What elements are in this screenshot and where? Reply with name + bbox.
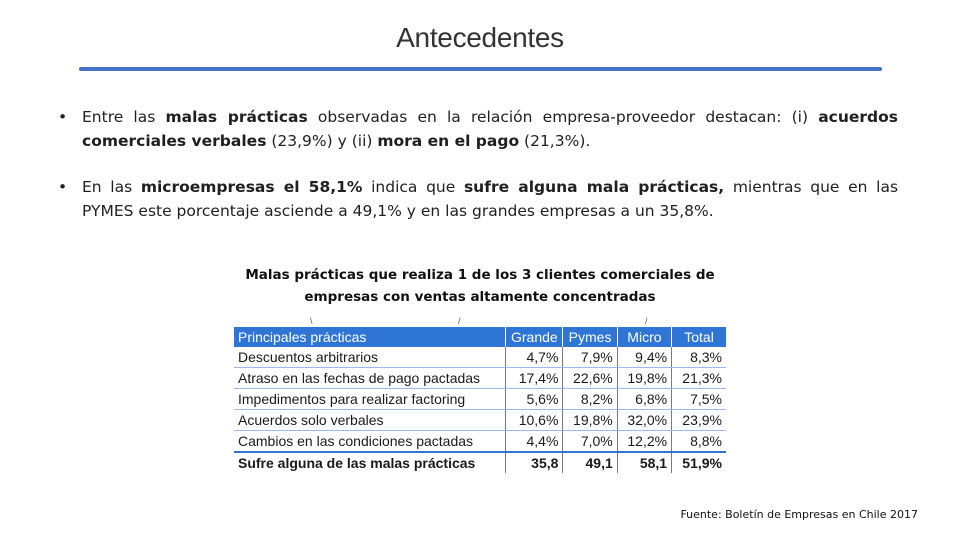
bullet-dot-icon: • — [58, 108, 68, 126]
column-header: Pymes — [562, 327, 618, 347]
table-cell: 5,6% — [505, 388, 564, 410]
bullet-run: observadas en la relación empresa-provee… — [307, 108, 819, 126]
column-header: Grande — [505, 327, 564, 347]
bullet-run: indica que — [362, 178, 464, 196]
bullet-item: • Entre las malas prácticas observadas e… — [58, 105, 898, 153]
row-label: Cambios en las condiciones pactadas — [234, 430, 507, 453]
bullet-run-bold: mora en el pago — [377, 132, 520, 150]
column-header: Principales prácticas — [234, 327, 507, 347]
practices-table: Principales prácticas Grande Pymes Micro… — [234, 327, 726, 473]
table-cell: 19,8% — [562, 409, 618, 431]
table-cell: 49,1 — [562, 451, 618, 473]
bullet-list: • Entre las malas prácticas observadas e… — [58, 105, 898, 245]
table-row: Cambios en las condiciones pactadas 4,4%… — [234, 430, 726, 453]
table-cell: 4,4% — [505, 430, 564, 453]
table-header-row: Principales prácticas Grande Pymes Micro… — [234, 327, 726, 347]
bullet-run-bold: acuerdos comerciales verbales — [82, 108, 898, 150]
table-cell: 32,0% — [617, 409, 673, 431]
table-cell: 8,3% — [671, 347, 726, 368]
table-row: Acuerdos solo verbales 10,6% 19,8% 32,0%… — [234, 409, 726, 431]
table-cell: 23,9% — [671, 409, 726, 431]
table-row: Impedimentos para realizar factoring 5,6… — [234, 388, 726, 410]
table-row: Descuentos arbitrarios 4,7% 7,9% 9,4% 8,… — [234, 347, 726, 368]
bullet-item: • En las microempresas el 58,1% indica q… — [58, 175, 898, 223]
bullet-run-bold: sufre alguna mala prácticas, — [463, 178, 725, 196]
caption-line: Malas prácticas que realiza 1 de los 3 c… — [245, 267, 715, 283]
bullet-run-bold: microempresas el 58,1% — [140, 178, 363, 196]
table-row: Atraso en las fechas de pago pactadas 17… — [234, 367, 726, 389]
source-note: Fuente: Boletín de Empresas en Chile 201… — [680, 508, 918, 521]
table-cell: 19,8% — [617, 367, 673, 389]
table-cell: 51,9% — [671, 451, 726, 473]
table-cell: 35,8 — [505, 451, 564, 473]
bullet-run: Entre las — [82, 108, 166, 126]
column-header: Total — [671, 327, 726, 347]
slide-title: Antecedentes — [396, 22, 564, 53]
table-cell: 10,6% — [505, 409, 564, 431]
table-caption: Malas prácticas que realiza 1 de los 3 c… — [230, 264, 730, 308]
table-cell: 12,2% — [617, 430, 673, 453]
row-label: Atraso en las fechas de pago pactadas — [234, 367, 507, 389]
column-header: Micro — [617, 327, 673, 347]
bullet-dot-icon: • — [58, 178, 68, 196]
scan-artifact-mark: \ — [310, 316, 313, 326]
table-cell: 7,5% — [671, 388, 726, 410]
table-cell: 8,8% — [671, 430, 726, 453]
table-cell: 22,6% — [562, 367, 618, 389]
bullet-run: En las — [82, 178, 141, 196]
table-cell: 9,4% — [617, 347, 673, 368]
row-label: Impedimentos para realizar factoring — [234, 388, 507, 410]
table-cell: 21,3% — [671, 367, 726, 389]
bullet-run: (23,9%) y (ii) — [266, 132, 378, 150]
table-total-row: Sufre alguna de las malas prácticas 35,8… — [234, 451, 726, 473]
table-cell: 6,8% — [617, 388, 673, 410]
scan-artifact-mark: / — [645, 316, 648, 326]
table-cell: 7,0% — [562, 430, 618, 453]
table-cell: 8,2% — [562, 388, 618, 410]
table-cell: 7,9% — [562, 347, 618, 368]
scan-artifact-mark: / — [458, 316, 461, 326]
table-cell: 4,7% — [505, 347, 564, 368]
title-underline — [79, 67, 882, 71]
table-cell: 17,4% — [505, 367, 564, 389]
row-label: Sufre alguna de las malas prácticas — [234, 451, 507, 473]
row-label: Descuentos arbitrarios — [234, 347, 507, 368]
caption-line: empresas con ventas altamente concentrad… — [304, 289, 656, 305]
bullet-run-bold: malas prácticas — [165, 108, 308, 126]
row-label: Acuerdos solo verbales — [234, 409, 507, 431]
bullet-run: mientras que en las PYMES este porcentaj… — [82, 178, 899, 220]
table-cell: 58,1 — [617, 451, 673, 473]
bullet-run: (21,3%). — [519, 132, 591, 150]
